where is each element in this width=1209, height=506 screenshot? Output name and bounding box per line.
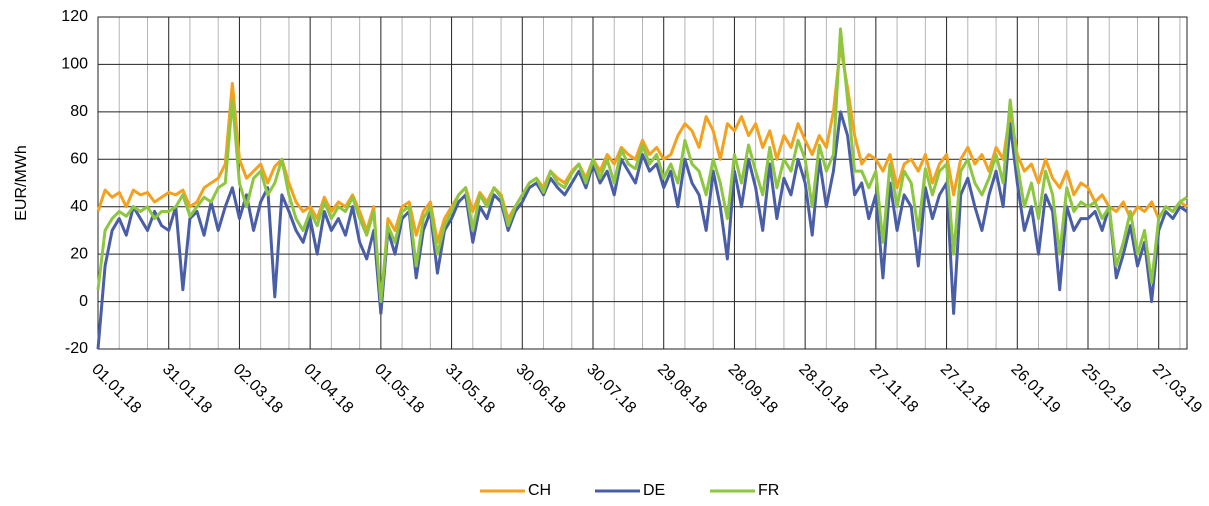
x-tick-label: 27.12.18 <box>937 361 993 417</box>
x-tick-label: 01.05.18 <box>371 361 427 417</box>
legend-label: DE <box>643 482 665 499</box>
x-tick-label: 31.05.18 <box>442 361 498 417</box>
y-tick-label: 0 <box>79 293 88 310</box>
x-tick-label: 01.01.18 <box>88 361 144 417</box>
y-tick-label: 40 <box>70 198 88 215</box>
y-tick-label: 60 <box>70 151 88 168</box>
legend-label: FR <box>758 482 779 499</box>
x-tick-label: 30.07.18 <box>583 361 639 417</box>
x-tick-label: 27.11.18 <box>866 361 921 416</box>
x-tick-label: 01.04.18 <box>300 361 356 417</box>
x-tick-label: 28.09.18 <box>725 361 781 417</box>
x-tick-label: 27.03.19 <box>1149 361 1205 417</box>
x-tick-label: 31.01.18 <box>159 361 215 417</box>
y-tick-label: 20 <box>70 245 88 262</box>
x-tick-label: 26.01.19 <box>1007 361 1063 417</box>
x-tick-label: 30.06.18 <box>512 361 568 417</box>
series-line <box>96 27 1188 304</box>
series-line <box>96 110 1188 350</box>
y-tick-label: 80 <box>70 103 88 120</box>
y-tick-label: 120 <box>61 8 88 25</box>
y-tick-label: -20 <box>65 340 88 357</box>
x-tick-label: 28.10.18 <box>795 361 851 417</box>
plot-frame <box>97 16 1188 350</box>
y-tick-label: 100 <box>61 56 88 73</box>
x-tick-label: 25.02.19 <box>1078 361 1134 417</box>
y-axis-label: EUR/MWh <box>13 145 30 221</box>
legend-label: CH <box>528 482 551 499</box>
x-tick-label: 02.03.18 <box>230 361 286 417</box>
x-tick-label: 29.08.18 <box>654 361 710 417</box>
